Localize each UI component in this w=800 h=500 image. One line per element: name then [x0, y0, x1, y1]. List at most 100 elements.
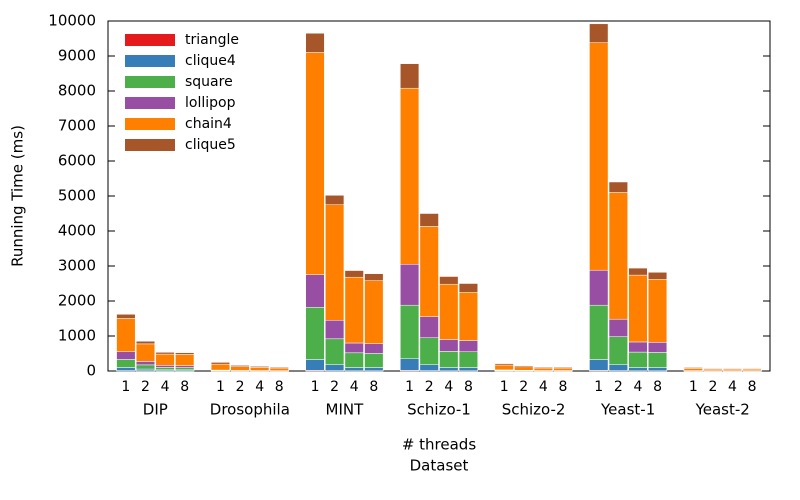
group-label: Schizo-2	[502, 401, 566, 419]
bar-segment	[155, 352, 175, 355]
x-tick-label: 1	[311, 379, 320, 395]
bar-segment	[155, 365, 175, 368]
bar-segment	[325, 204, 345, 321]
bar-segment	[135, 364, 156, 370]
x-tick-label: 8	[653, 379, 662, 395]
bar-segment	[325, 338, 345, 365]
bar-segment	[647, 352, 668, 368]
bar-segment	[364, 353, 384, 368]
y-tick-label: 5000	[58, 187, 96, 205]
x-tick-label: 4	[633, 379, 642, 395]
x-tick-label: 8	[275, 379, 284, 395]
bar-segment	[116, 314, 136, 319]
bar-segment	[344, 352, 364, 368]
bar-segment	[175, 352, 195, 355]
bar-segment	[400, 304, 420, 360]
x-tick-label: 1	[121, 379, 130, 395]
x-tick-label: 8	[748, 379, 757, 395]
x-tick-label: 8	[180, 379, 189, 395]
y-axis-label: Running Time (ms)	[9, 125, 27, 267]
group-label: Yeast-2	[695, 401, 750, 419]
legend-swatch	[125, 34, 175, 46]
x-tick-label: 2	[708, 379, 717, 395]
bar-segment	[305, 274, 325, 308]
bar-segment	[250, 367, 270, 371]
x-tick-label: 1	[594, 379, 603, 395]
bar-segment	[135, 361, 156, 366]
x-tick-label: 2	[236, 379, 245, 395]
bar-segment	[628, 367, 648, 372]
bar-segment	[683, 368, 703, 371]
bar-segment	[439, 283, 459, 340]
x-tick-label: 8	[464, 379, 473, 395]
bar-segment	[608, 318, 628, 337]
y-tick-label: 1000	[58, 327, 96, 345]
bar-segment	[230, 365, 250, 367]
bar-segment	[514, 366, 534, 371]
legend-label: chain4	[185, 116, 232, 132]
bar-segment	[116, 351, 136, 360]
group-label: Yeast-1	[600, 401, 655, 419]
x-tick-label: 4	[539, 379, 548, 395]
group-label: Schizo-1	[407, 401, 471, 419]
bar-segment	[439, 351, 459, 368]
bar-segment	[325, 364, 345, 371]
bar-segment	[419, 364, 439, 371]
group-label: MINT	[326, 401, 365, 419]
bar-segment	[305, 307, 325, 360]
bar-segment	[155, 353, 175, 366]
bar-segment	[364, 280, 384, 344]
bar-segment	[533, 367, 553, 371]
bar-segment	[628, 267, 648, 276]
x-tick-label: 1	[405, 379, 414, 395]
y-tick-label: 10000	[48, 12, 96, 30]
bar-segment	[364, 367, 384, 372]
legend-swatch	[125, 55, 175, 67]
x-tick-label: 2	[519, 379, 528, 395]
bar-segment	[628, 274, 648, 343]
x-tick-label: 4	[728, 379, 737, 395]
bar-segment	[589, 359, 609, 371]
bar-segment	[439, 276, 459, 285]
bar-segment	[419, 226, 439, 317]
bar-segment	[250, 366, 270, 368]
y-tick-label: 2000	[58, 292, 96, 310]
group-label: Drosophila	[210, 401, 290, 419]
x-tick-label: 2	[425, 379, 434, 395]
bar-segment	[230, 366, 250, 371]
y-tick-label: 4000	[58, 222, 96, 240]
bar-segment	[742, 368, 762, 370]
bar-segment	[514, 365, 534, 368]
bar-segment	[703, 368, 723, 370]
bar-segment	[344, 270, 364, 278]
bar-segment	[458, 340, 478, 352]
bar-segment	[494, 364, 514, 371]
bar-segment	[553, 367, 573, 371]
bar-segment	[608, 364, 628, 371]
x-tick-label: 8	[369, 379, 378, 395]
bar-segment	[344, 342, 364, 354]
bar-segment	[344, 276, 364, 344]
bar-segment	[210, 363, 231, 371]
legend-swatch	[125, 76, 175, 88]
x-tick-label: 4	[161, 379, 170, 395]
y-tick-label: 3000	[58, 257, 96, 275]
y-tick-label: 8000	[58, 82, 96, 100]
x-tick-label: 2	[330, 379, 339, 395]
bar-segment	[647, 272, 668, 280]
bar-segment	[210, 362, 231, 365]
bar-segment	[400, 63, 420, 89]
group-label: DIP	[143, 401, 168, 419]
legend-label: triangle	[185, 32, 239, 48]
bar-segment	[400, 87, 420, 265]
bar-segment	[364, 343, 384, 354]
bar-segment	[628, 351, 648, 368]
bar-segment	[589, 269, 609, 306]
bar-segment	[116, 359, 136, 368]
bar-segment	[722, 368, 743, 370]
bar-segment	[175, 367, 195, 371]
x-tick-label: 1	[500, 379, 509, 395]
bar-segment	[269, 367, 289, 371]
bar-segment	[175, 365, 195, 368]
